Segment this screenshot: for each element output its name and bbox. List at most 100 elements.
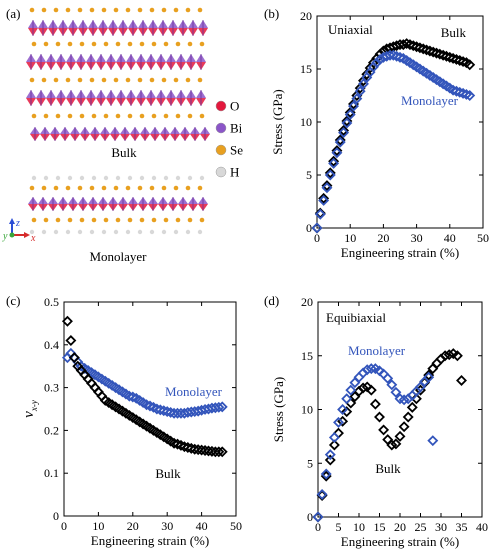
axis-y-label: y: [2, 231, 8, 242]
series-bulk: [311, 38, 476, 234]
series-label-bulk: Bulk: [441, 25, 467, 40]
data-point: [354, 85, 366, 97]
legend-label-o: O: [230, 99, 239, 114]
series-monolayer: [312, 363, 439, 523]
x-tick-label: 15: [374, 520, 386, 534]
series-monolayer: [61, 347, 228, 419]
y-axis-title: Stress (GPa): [271, 377, 286, 442]
data-point: [390, 386, 402, 398]
data-point: [334, 136, 346, 148]
legend-label-bi: Bi: [230, 121, 243, 136]
data-point: [351, 93, 363, 105]
data-point: [165, 406, 177, 418]
panel-label-c: (c): [6, 293, 20, 308]
legend-swatch-h: [215, 166, 227, 178]
x-tick-label: 0: [314, 231, 320, 245]
data-point: [398, 421, 410, 433]
x-tick-label: 25: [415, 520, 427, 534]
data-point: [374, 53, 386, 65]
axis-x-label: x: [30, 233, 36, 244]
data-point: [151, 403, 163, 415]
y-axis-title: Stress (GPa): [270, 89, 285, 154]
data-point: [324, 167, 336, 179]
y-tick-label: 0: [306, 221, 312, 235]
data-point: [398, 394, 410, 406]
y-tick-label: 5: [307, 456, 313, 470]
data-point: [192, 444, 204, 456]
data-point: [320, 468, 332, 480]
data-point: [382, 372, 394, 384]
x-tick-label: 10: [344, 231, 356, 245]
chart-annotation: Uniaxial: [328, 22, 373, 37]
series-monolayer: [311, 49, 476, 234]
bulk-label: Bulk: [111, 145, 137, 160]
structure-panel: (a) Bulk Monolayer O Bi Se H z y x: [2, 6, 243, 264]
x-axis-title: Engineering strain (%): [341, 534, 459, 549]
data-point: [216, 401, 228, 413]
data-point: [318, 194, 330, 206]
x-tick-label: 30: [161, 519, 173, 533]
data-point: [172, 407, 183, 419]
data-point: [341, 393, 353, 405]
data-point: [216, 446, 228, 458]
data-point: [439, 350, 451, 362]
y-axis-title: vx-y: [21, 400, 39, 418]
x-tick-label: 40: [476, 520, 488, 534]
data-point: [203, 445, 214, 457]
atom-legend: O Bi Se H: [215, 99, 243, 180]
axis-z-label: z: [15, 218, 20, 229]
data-point: [321, 182, 333, 194]
y-tick-label: 10: [300, 115, 312, 129]
data-point: [358, 75, 369, 87]
data-point: [406, 401, 418, 413]
data-point: [378, 424, 390, 436]
y-tick-label: 0.3: [44, 381, 59, 395]
panel-label-d: (d): [264, 293, 279, 308]
data-point: [344, 106, 356, 118]
data-point: [443, 349, 455, 361]
chart-poisson-ratio: 0 10 20 30 40 50 0 0.1 0.2 0.3 0.4 0.5 Engineering s…: [6, 293, 242, 548]
x-axis-title: Engineering strain (%): [341, 245, 459, 260]
data-point: [185, 442, 197, 454]
data-point: [312, 511, 324, 523]
x-tick-label: 20: [377, 231, 389, 245]
y-tick-label: 20: [301, 295, 313, 309]
data-point: [331, 147, 343, 159]
data-point: [402, 411, 414, 423]
data-point: [324, 454, 336, 466]
y-tick-label: 15: [300, 62, 312, 76]
data-point: [161, 406, 173, 418]
data-point: [386, 439, 398, 451]
x-tick-label: 5: [336, 520, 342, 534]
x-tick-label: 40: [444, 231, 456, 245]
monolayer-structure-illustration: [28, 175, 208, 235]
data-point: [206, 445, 218, 457]
data-point: [333, 416, 344, 428]
data-point: [423, 369, 435, 381]
data-point: [178, 441, 190, 453]
y-tick-label: 0.1: [44, 466, 59, 480]
data-point: [328, 157, 340, 169]
legend-swatch-se: [215, 144, 227, 156]
data-point: [341, 117, 353, 129]
data-point: [394, 430, 406, 442]
y-tick-label: 0.2: [44, 423, 59, 437]
data-point: [328, 431, 340, 443]
y-tick-label: 15: [301, 349, 313, 363]
data-point: [344, 109, 356, 121]
legend-label-se: Se: [230, 143, 243, 158]
series-bulk: [61, 315, 228, 458]
panel-label-a: (a): [6, 6, 20, 21]
data-point: [328, 439, 340, 451]
plot-frame: [317, 301, 483, 518]
y-tick-label: 0.4: [44, 338, 59, 352]
legend-swatch-bi: [215, 122, 227, 134]
data-point: [369, 398, 381, 410]
data-point: [123, 390, 135, 402]
x-tick-label: 0: [61, 519, 67, 533]
series-label-monolayer: Monolayer: [348, 343, 406, 358]
data-point: [361, 68, 373, 80]
x-tick-label: 0: [315, 520, 321, 534]
